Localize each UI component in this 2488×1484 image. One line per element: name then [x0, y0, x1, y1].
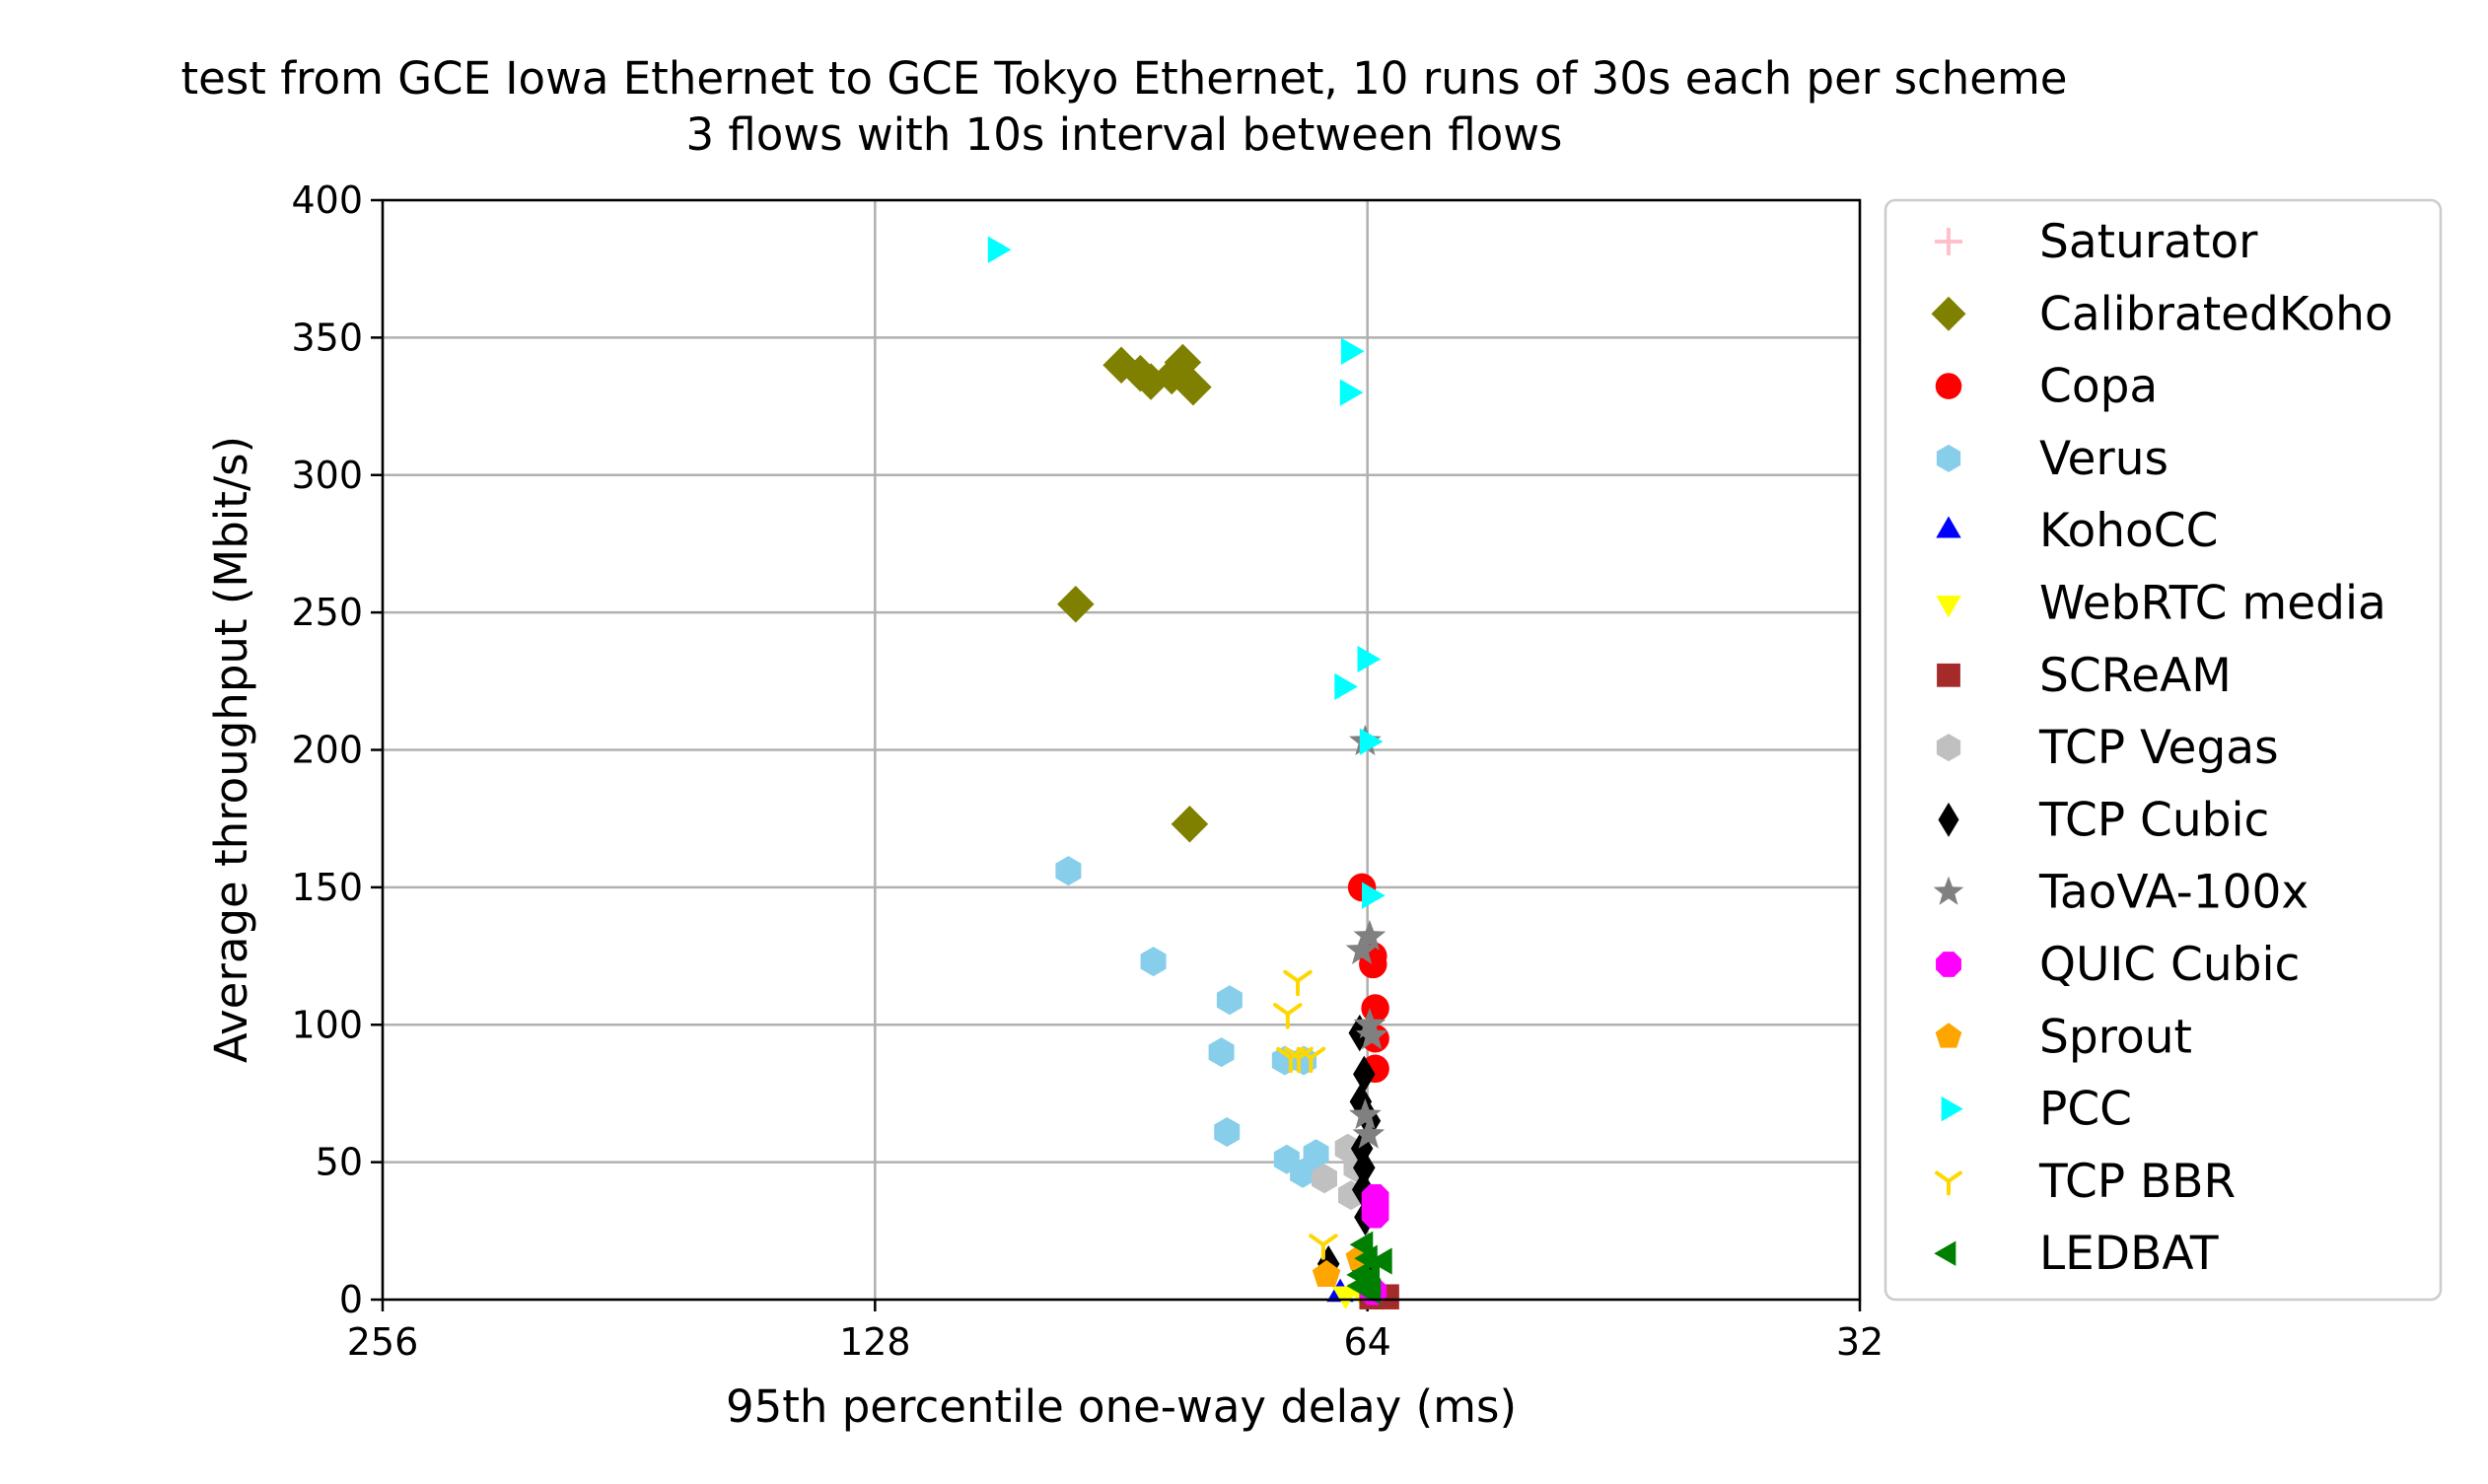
y-tick-label: 50 — [316, 1141, 363, 1184]
legend-label-copa: Copa — [2039, 360, 2158, 414]
legend-marker-quic-cubic — [1936, 952, 1961, 977]
legend-marker-ledbat — [1934, 1240, 1956, 1266]
point-copa — [1361, 994, 1389, 1023]
point-taova-100x — [1355, 1019, 1388, 1050]
point-quic-cubic — [1361, 1192, 1389, 1221]
legend-marker-verus — [1936, 444, 1961, 472]
x-tick-label: 128 — [839, 1320, 911, 1364]
point-verus — [1140, 947, 1167, 977]
legend-marker-calibratedkoho — [1931, 296, 1966, 331]
plot-frame — [381, 198, 1862, 1302]
legend-marker-webrtc-media — [1936, 596, 1961, 618]
point-verus — [1208, 1037, 1235, 1068]
legend-label-webrtc-media: WebRTC media — [2039, 577, 2386, 631]
point-pcc — [1359, 728, 1384, 755]
chart-title-line2: 3 flows with 10s interval between flows — [685, 108, 1562, 161]
point-tcp-bbr — [1309, 1234, 1338, 1260]
point-verus — [1214, 1117, 1241, 1147]
point-calibratedkoho — [1174, 368, 1212, 406]
y-axis-ticks: 0 50 100 150 200 250 300 350 400 — [291, 178, 383, 1321]
legend-marker-tcp-cubic — [1938, 802, 1959, 837]
legend-label-verus: Verus — [2039, 432, 2168, 486]
chart-title-line1: test from GCE Iowa Ethernet to GCE Tokyo… — [180, 52, 2067, 105]
legend: Saturator CalibratedKoho Copa Verus KohoCC We… — [1884, 198, 2443, 1302]
point-ledbat — [1354, 1244, 1378, 1272]
x-axis-label: 95th percentile one-way delay (ms) — [726, 1380, 1517, 1433]
legend-label-tcp-vegas: TCP Vegas — [2038, 721, 2279, 775]
point-taova-100x — [1348, 1097, 1382, 1130]
y-tick-label: 350 — [291, 316, 363, 359]
point-tcp-cubic — [1353, 1149, 1376, 1186]
legend-marker-sprout — [1935, 1023, 1962, 1048]
point-verus — [1055, 856, 1082, 886]
legend-label-saturator: Saturator — [2039, 215, 2258, 269]
point-calibratedkoho — [1057, 586, 1095, 623]
x-tick-label: 256 — [347, 1320, 419, 1364]
legend-marker-kohocc — [1936, 516, 1961, 538]
legend-label-sprout: Sprout — [2039, 1010, 2192, 1064]
point-calibratedkoho — [1171, 806, 1209, 843]
legend-label-taova-100x: TaoVA-100x — [2038, 866, 2309, 920]
legend-marker-taova-100x — [1933, 876, 1964, 905]
point-tcp-bbr — [1296, 1046, 1326, 1074]
point-verus — [1290, 1158, 1316, 1188]
legend-label-tcp-bbr: TCP BBR — [2038, 1155, 2236, 1209]
legend-box — [1884, 198, 2443, 1302]
y-tick-label: 100 — [291, 1003, 363, 1046]
legend-marker-copa — [1935, 373, 1962, 399]
point-taova-100x — [1353, 1008, 1386, 1039]
legend-label-scream: SCReAM — [2039, 649, 2232, 703]
y-axis-label: Average throughput (Mbit/s) — [205, 436, 257, 1063]
point-verus — [1303, 1139, 1329, 1169]
point-taova-100x — [1345, 933, 1379, 964]
point-sprout — [1312, 1259, 1341, 1288]
legend-marker-saturator — [1935, 228, 1962, 255]
point-verus — [1216, 985, 1243, 1016]
point-ledbat — [1369, 1247, 1392, 1275]
point-pcc — [1357, 645, 1382, 673]
legend-label-calibratedkoho: CalibratedKoho — [2039, 287, 2393, 341]
point-tcp-vegas — [1334, 1133, 1361, 1164]
point-taova-100x — [1352, 1117, 1386, 1149]
point-tcp-cubic — [1353, 1055, 1376, 1094]
point-tcp-bbr — [1273, 1003, 1303, 1029]
y-tick-label: 0 — [339, 1278, 363, 1321]
point-pcc — [1339, 379, 1364, 406]
point-pcc — [1340, 337, 1365, 365]
point-pcc — [1334, 672, 1358, 701]
legend-label-tcp-cubic: TCP Cubic — [2038, 793, 2269, 847]
point-tcp-bbr — [1283, 969, 1313, 997]
y-tick-label: 400 — [291, 178, 363, 222]
legend-marker-tcp-bbr — [1935, 1170, 1962, 1196]
legend-label-quic-cubic: QUIC Cubic — [2039, 938, 2300, 992]
legend-label-pcc: PCC — [2039, 1083, 2132, 1137]
x-axis-ticks: 256 128 64 32 — [347, 1300, 1884, 1364]
point-tcp-vegas — [1312, 1164, 1337, 1194]
data-points — [987, 236, 1399, 1310]
y-tick-label: 250 — [291, 591, 363, 634]
y-tick-label: 200 — [291, 729, 363, 772]
legend-marker-scream — [1937, 663, 1960, 687]
legend-label-ledbat: LEDBAT — [2039, 1227, 2219, 1281]
point-pcc — [987, 236, 1012, 263]
x-tick-label: 32 — [1836, 1320, 1884, 1364]
point-ledbat — [1357, 1277, 1382, 1306]
legend-marker-pcc — [1941, 1095, 1963, 1122]
legend-items: Saturator CalibratedKoho Copa Verus KohoCC We… — [1931, 215, 2393, 1281]
x-tick-label: 64 — [1343, 1320, 1390, 1364]
legend-marker-tcp-vegas — [1936, 734, 1961, 762]
legend-label-kohocc: KohoCC — [2039, 504, 2218, 558]
point-pcc — [1362, 882, 1386, 909]
y-tick-label: 300 — [291, 454, 363, 497]
y-tick-label: 150 — [291, 866, 363, 909]
point-taova-100x — [1353, 919, 1386, 951]
